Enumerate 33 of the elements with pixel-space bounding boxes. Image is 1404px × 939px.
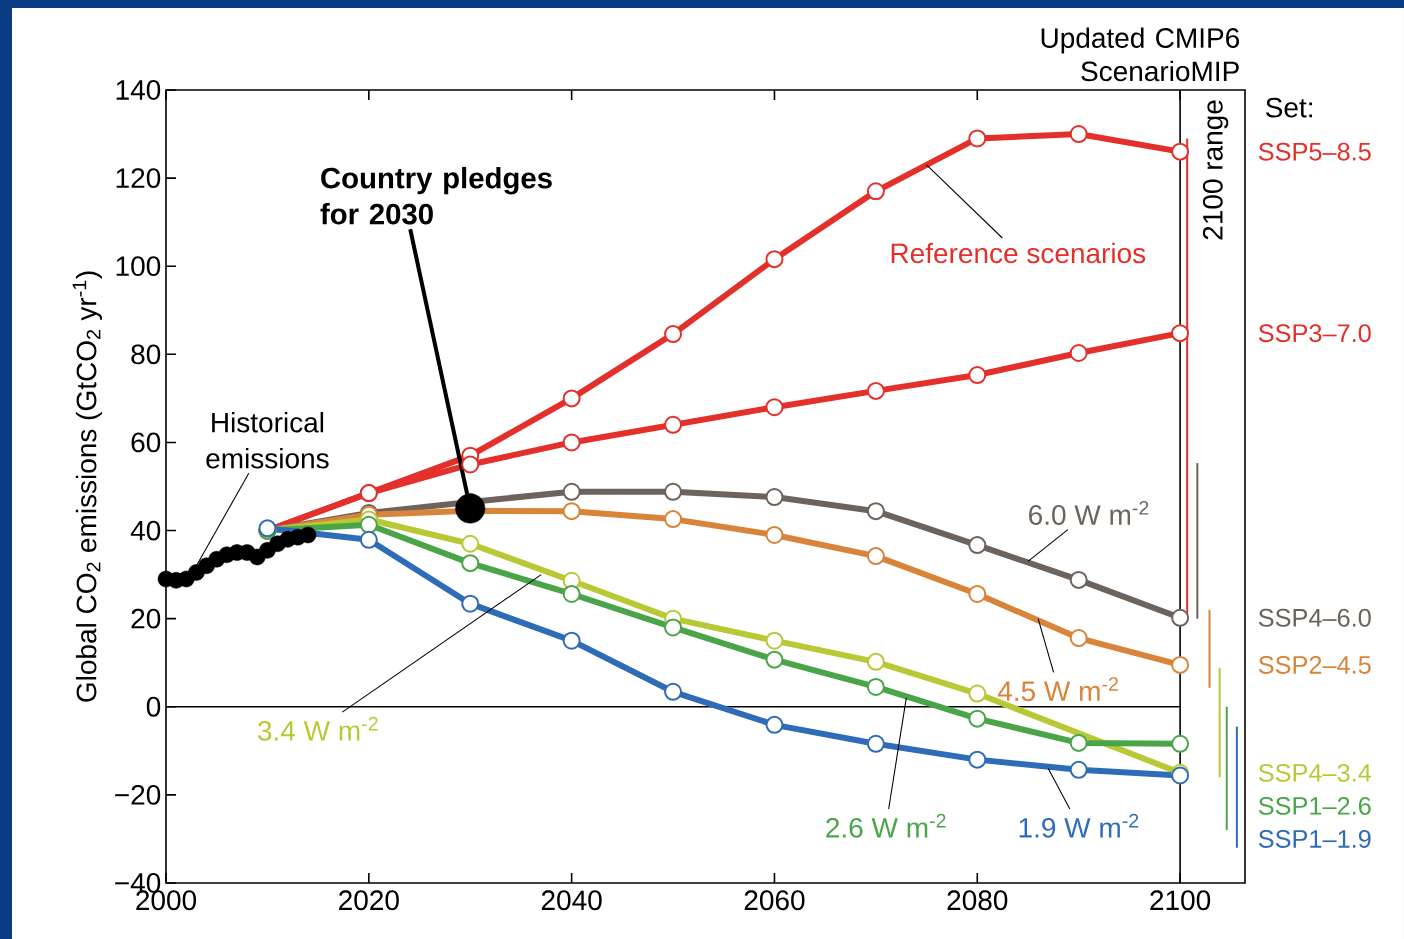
y-tick-label: 120 (116, 168, 161, 189)
text: SSP3–7.0 (1258, 324, 1371, 343)
y-tick-label: 40 (130, 520, 161, 541)
y-tick-label: 60 (131, 432, 161, 453)
annotation: Historical emissions (206, 411, 329, 469)
x-tick-label: 2020 (339, 890, 399, 911)
annotation: 6.0 W m$^{-2}$ (1029, 500, 1149, 525)
text: SSP1–2.6 (1258, 796, 1371, 815)
x-tick-label: 2080 (947, 890, 1008, 911)
annotation: 1.9 W m$^{-2}$ (1019, 813, 1139, 838)
annotation: 2.6 W m$^{-2}$ (826, 813, 946, 838)
text: SSP2–4.5 (1258, 655, 1371, 674)
text: Set: (1265, 97, 1312, 118)
annotation: Reference scenarios (891, 242, 1146, 264)
annotation: 2100 range (1202, 100, 1229, 240)
x-tick-label: 2060 (744, 890, 805, 911)
annotation: Country pledges for 2030 (320, 166, 552, 225)
text: SSP4–6.0 (1258, 608, 1371, 627)
text: SSP5–8.5 (1258, 142, 1371, 161)
y-tick-label: 100 (116, 256, 161, 277)
text: SSP4–3.4 (1258, 763, 1372, 782)
text: SSP1–1.9 (1258, 829, 1371, 848)
x-tick-label: 2040 (541, 890, 602, 911)
y-tick-label: 80 (131, 344, 161, 365)
annotation: 3.4 W m$^{-2}$ (258, 716, 378, 741)
annotation: 4.5 W m$^{-2}$ (997, 677, 1118, 702)
chart-title: Updated CMIP6 ScenarioMIP (1041, 27, 1240, 82)
x-tick-label: 2100 (1150, 890, 1211, 911)
y-tick-label: 140 (116, 80, 161, 100)
y-axis-title: Global CO$_{2}$ emissions (GtCO$_{2}$ yr$^{-1}$) (72, 271, 102, 702)
y-tick-label: 20 (131, 608, 161, 629)
y-tick-label: −20 (115, 784, 161, 805)
y-tick-label: 0 (146, 696, 161, 717)
